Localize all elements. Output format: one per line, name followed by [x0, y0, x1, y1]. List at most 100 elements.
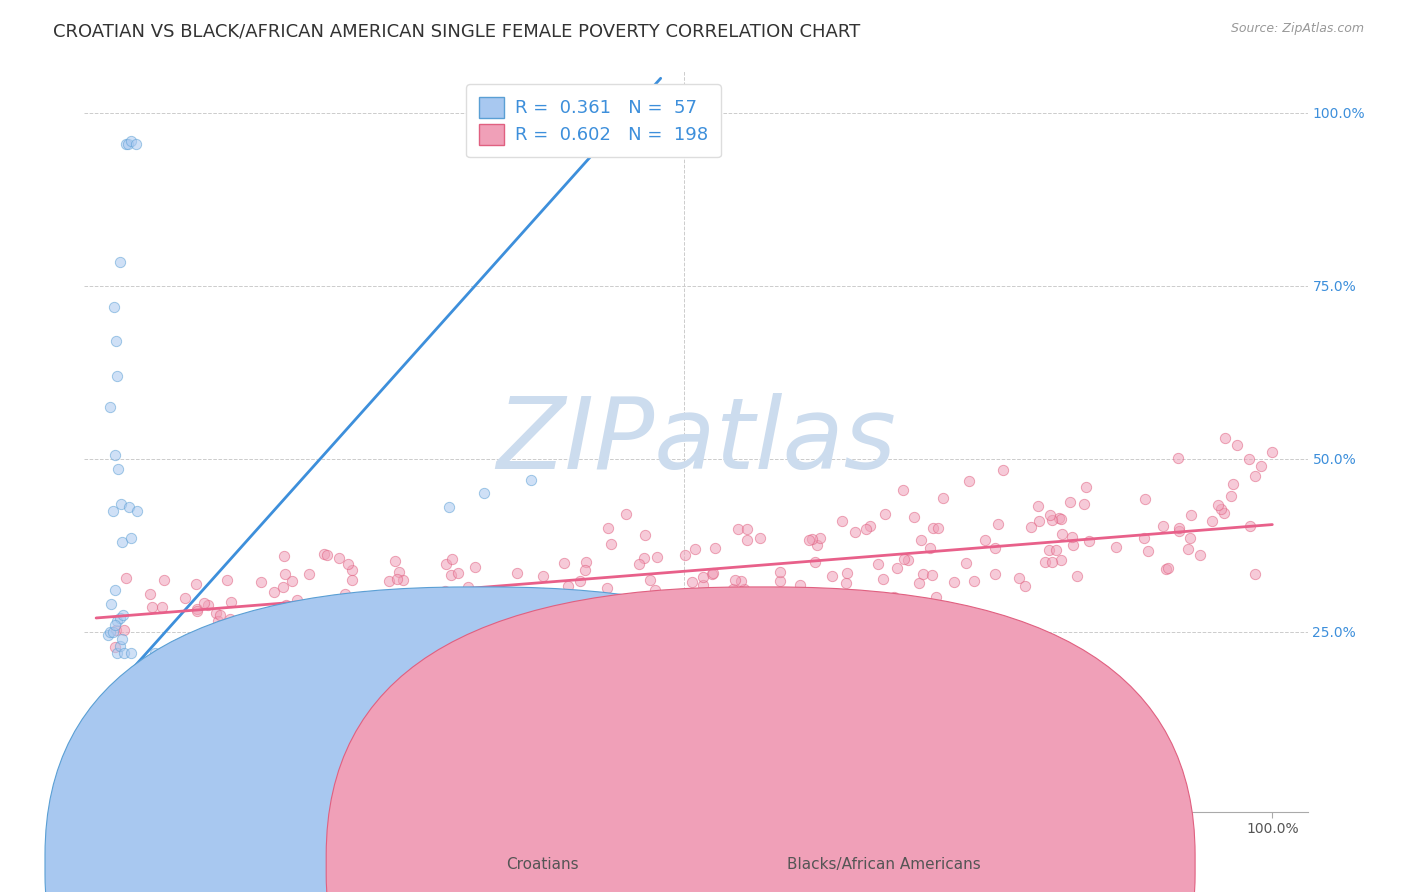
- Point: [342, 562, 364, 576]
- Point: [1167, 520, 1189, 534]
- Point: [1074, 480, 1097, 494]
- Point: [912, 566, 935, 581]
- Point: [800, 533, 823, 547]
- Point: [789, 578, 811, 592]
- Point: [447, 566, 470, 580]
- Point: [638, 573, 661, 587]
- Point: [332, 601, 354, 615]
- Point: [703, 541, 725, 555]
- Point: [883, 590, 905, 604]
- Point: [290, 621, 312, 635]
- Text: CROATIAN VS BLACK/AFRICAN AMERICAN SINGLE FEMALE POVERTY CORRELATION CHART: CROATIAN VS BLACK/AFRICAN AMERICAN SINGL…: [53, 22, 860, 40]
- Point: [388, 565, 411, 579]
- Point: [721, 582, 744, 596]
- Point: [297, 566, 319, 581]
- Legend: R =  0.361   N =  57, R =  0.602   N =  198: R = 0.361 N = 57, R = 0.602 N = 198: [467, 84, 721, 157]
- Point: [1213, 506, 1236, 520]
- Point: [186, 604, 208, 618]
- Point: [156, 646, 179, 660]
- Point: [333, 587, 356, 601]
- Point: [569, 574, 592, 589]
- Point: [575, 555, 598, 569]
- Point: [287, 592, 309, 607]
- Point: [839, 608, 862, 623]
- Point: [844, 525, 866, 540]
- Point: [315, 548, 337, 562]
- Point: [599, 537, 621, 551]
- Point: [143, 732, 166, 747]
- Point: [340, 573, 363, 587]
- Point: [105, 615, 128, 629]
- Point: [804, 555, 827, 569]
- Point: [1189, 548, 1212, 562]
- Point: [105, 368, 128, 383]
- Point: [433, 584, 456, 599]
- Point: [633, 551, 655, 566]
- Text: Source: ZipAtlas.com: Source: ZipAtlas.com: [1230, 22, 1364, 36]
- Point: [835, 575, 858, 590]
- Point: [1152, 519, 1174, 533]
- Point: [1033, 555, 1056, 569]
- Point: [434, 557, 457, 571]
- Point: [673, 548, 696, 562]
- Point: [120, 134, 142, 148]
- Point: [633, 596, 655, 610]
- Point: [955, 556, 977, 570]
- Point: [859, 519, 882, 533]
- Point: [1222, 477, 1244, 491]
- Point: [274, 598, 297, 612]
- Point: [472, 486, 495, 500]
- Point: [922, 521, 945, 535]
- Point: [596, 581, 619, 595]
- Point: [125, 136, 148, 151]
- Point: [112, 646, 135, 660]
- Point: [1008, 571, 1031, 585]
- Point: [440, 632, 463, 647]
- Point: [440, 567, 463, 582]
- Point: [98, 400, 121, 414]
- Point: [1180, 531, 1202, 545]
- Point: [557, 590, 579, 604]
- Point: [1040, 512, 1063, 526]
- Point: [377, 574, 399, 588]
- Point: [297, 672, 319, 686]
- Point: [806, 538, 828, 552]
- Point: [984, 541, 1007, 555]
- Point: [108, 639, 131, 653]
- Point: [366, 593, 388, 607]
- Point: [1261, 445, 1284, 459]
- Point: [957, 474, 980, 488]
- Point: [352, 610, 374, 624]
- Point: [1060, 530, 1083, 544]
- Point: [249, 750, 271, 764]
- Point: [730, 574, 752, 588]
- Point: [598, 520, 620, 534]
- Point: [1180, 508, 1202, 522]
- Point: [343, 674, 366, 689]
- Point: [193, 596, 215, 610]
- Point: [1014, 578, 1036, 592]
- Point: [115, 571, 138, 585]
- Point: [367, 616, 389, 631]
- Point: [208, 608, 231, 623]
- Point: [727, 522, 749, 536]
- Point: [202, 652, 225, 666]
- Point: [557, 579, 579, 593]
- Point: [150, 599, 173, 614]
- Point: [228, 617, 250, 632]
- Point: [891, 483, 914, 497]
- Point: [271, 581, 294, 595]
- Point: [226, 659, 249, 673]
- Point: [520, 473, 543, 487]
- Point: [226, 749, 249, 764]
- Point: [217, 573, 239, 587]
- Point: [167, 734, 190, 748]
- Point: [943, 574, 966, 589]
- Point: [273, 549, 295, 564]
- Point: [179, 652, 201, 666]
- Point: [872, 572, 894, 586]
- Point: [692, 577, 714, 591]
- Point: [769, 574, 792, 588]
- Point: [308, 757, 330, 772]
- Point: [179, 739, 201, 753]
